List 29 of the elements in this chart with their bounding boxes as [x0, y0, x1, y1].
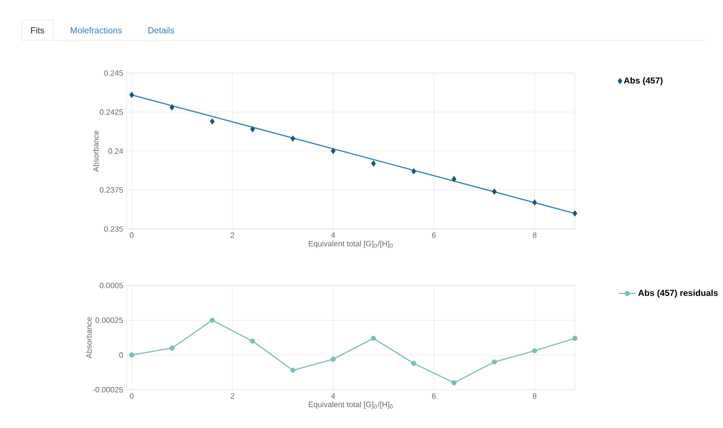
text: Details [148, 27, 174, 34]
legend-label: Abs (457) [624, 77, 663, 86]
point [572, 336, 578, 341]
point [169, 346, 175, 351]
point [210, 318, 215, 323]
point [532, 200, 537, 206]
text: Fits [31, 27, 44, 34]
point [492, 360, 497, 365]
point [129, 352, 134, 358]
point [330, 148, 336, 154]
text: Molefractions [70, 27, 122, 34]
point [250, 338, 256, 344]
point [290, 368, 296, 373]
point [370, 336, 376, 341]
point [572, 210, 578, 216]
point [129, 92, 134, 98]
point [411, 360, 416, 366]
point [492, 188, 497, 194]
point [532, 348, 538, 354]
point [290, 136, 296, 142]
point [210, 118, 215, 124]
point [371, 160, 376, 166]
point [452, 380, 457, 386]
point [330, 356, 336, 362]
point [170, 104, 174, 110]
legend-label: Abs (457) residuals [638, 290, 718, 298]
point [452, 176, 456, 182]
point [250, 126, 255, 132]
point [411, 168, 416, 174]
